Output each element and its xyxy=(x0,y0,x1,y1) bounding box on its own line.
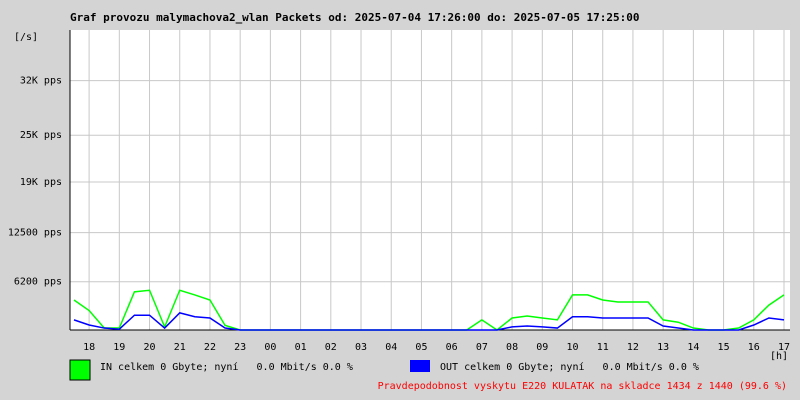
y-tick-label: 19K pps xyxy=(20,177,62,188)
x-tick-label: 17 xyxy=(778,342,790,353)
x-tick-label: 00 xyxy=(264,342,276,353)
legend-swatch xyxy=(69,359,91,381)
plot-area xyxy=(70,30,790,330)
x-tick-label: 03 xyxy=(355,342,367,353)
x-tick-label: 05 xyxy=(415,342,427,353)
y-tick-label: 25K pps xyxy=(20,130,62,141)
x-tick-label: 08 xyxy=(506,342,518,353)
x-tick-label: 15 xyxy=(718,342,730,353)
x-tick-label: 12 xyxy=(627,342,639,353)
chart-title: Graf provozu malymachova2_wlan Packets o… xyxy=(70,11,640,24)
x-tick-label: 01 xyxy=(295,342,307,353)
x-tick-label: 21 xyxy=(174,342,186,353)
x-tick-label: 13 xyxy=(657,342,669,353)
y-unit: [/s] xyxy=(14,32,38,43)
x-tick-label: 18 xyxy=(83,342,95,353)
x-tick-label: 22 xyxy=(204,342,216,353)
x-tick-label: 16 xyxy=(748,342,760,353)
series-line xyxy=(73,312,785,331)
y-tick-label: 6200 pps xyxy=(14,277,62,288)
x-tick-label: 19 xyxy=(113,342,125,353)
x-tick-label: 02 xyxy=(325,342,337,353)
y-tick-label: 32K pps xyxy=(20,76,62,87)
x-tick-label: 09 xyxy=(536,342,548,353)
x-tick-label: 11 xyxy=(597,342,609,353)
x-unit: [h] xyxy=(770,351,788,362)
x-tick-label: 04 xyxy=(385,342,397,353)
legend-swatch xyxy=(410,360,430,372)
footer: Pravdepodobnost vyskytu E220 KULATAK na … xyxy=(378,381,787,392)
x-tick-label: 20 xyxy=(144,342,156,353)
x-tick-label: 23 xyxy=(234,342,246,353)
x-tick-label: 10 xyxy=(566,342,578,353)
y-tick-label: 12500 pps xyxy=(8,228,62,239)
x-tick-label: 07 xyxy=(476,342,488,353)
legend-label: OUT celkem 0 Gbyte; nyní 0.0 Mbit/s 0.0 … xyxy=(440,361,699,373)
x-tick-label: 14 xyxy=(687,342,699,353)
legend-label: IN celkem 0 Gbyte; nyní 0.0 Mbit/s 0.0 % xyxy=(100,361,353,373)
x-tick-label: 06 xyxy=(446,342,458,353)
